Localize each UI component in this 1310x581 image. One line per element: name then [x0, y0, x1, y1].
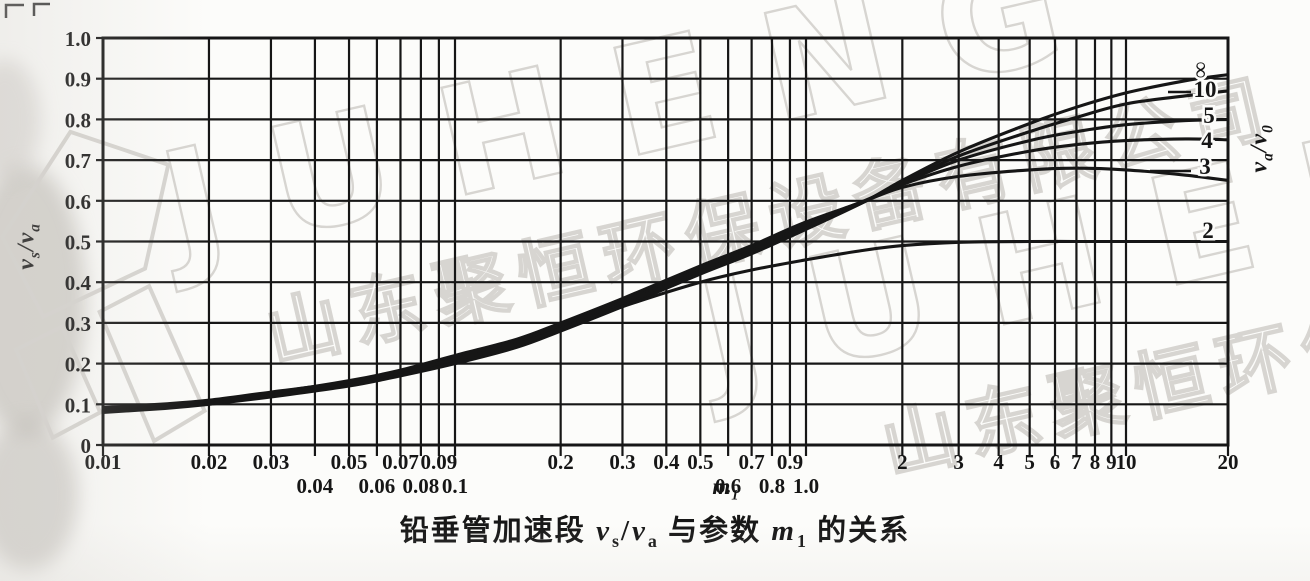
svg-text:1.0: 1.0	[793, 474, 819, 498]
svg-text:0.1: 0.1	[442, 474, 468, 498]
svg-text:3: 3	[953, 450, 964, 474]
svg-text:4: 4	[1201, 128, 1213, 153]
svg-text:0.4: 0.4	[653, 450, 680, 474]
svg-text:0.6: 0.6	[65, 190, 91, 214]
svg-text:1.0: 1.0	[65, 27, 91, 51]
svg-text:3: 3	[1199, 154, 1211, 179]
caption-text: 与参数	[658, 515, 771, 547]
svg-text:0.9: 0.9	[65, 68, 91, 92]
svg-text:10: 10	[1116, 450, 1137, 474]
y-left-sub2: a	[26, 223, 44, 232]
x-axis-title: m1	[696, 474, 756, 505]
svg-text:0.3: 0.3	[609, 450, 635, 474]
svg-text:0.04: 0.04	[297, 474, 334, 498]
svg-text:2: 2	[1202, 218, 1214, 243]
caption-v1: v	[596, 515, 611, 547]
caption-slash: /	[620, 515, 631, 547]
svg-text:5: 5	[1024, 450, 1035, 474]
y-right-sub2: 0	[1259, 124, 1277, 133]
svg-text:0.1: 0.1	[65, 393, 91, 417]
caption-m: m	[771, 515, 796, 547]
svg-text:0.05: 0.05	[331, 450, 368, 474]
x-title-base: m	[712, 474, 732, 499]
svg-text:20: 20	[1218, 450, 1239, 474]
y-right-slash: /	[1246, 144, 1273, 153]
svg-text:0.7: 0.7	[65, 149, 91, 173]
caption-text: 铅垂管加速段	[399, 515, 596, 547]
svg-text:0.8: 0.8	[759, 474, 785, 498]
svg-text:7: 7	[1071, 450, 1082, 474]
svg-text:0.03: 0.03	[253, 450, 290, 474]
y-left-slash: /	[13, 243, 40, 252]
svg-text:0.8: 0.8	[65, 108, 91, 132]
svg-text:0.2: 0.2	[548, 450, 574, 474]
caption-m-sub: 1	[796, 530, 808, 551]
svg-text:5: 5	[1203, 103, 1215, 128]
svg-text:0.01: 0.01	[85, 450, 122, 474]
y-axis-title-right: va/v0	[1247, 78, 1278, 218]
svg-text:0.07: 0.07	[382, 450, 419, 474]
svg-text:0.3: 0.3	[65, 312, 91, 336]
svg-text:0.7: 0.7	[739, 450, 765, 474]
x-title-sub: 1	[731, 487, 740, 504]
svg-text:0.4: 0.4	[65, 271, 92, 295]
svg-text:0.06: 0.06	[359, 474, 396, 498]
y-left-sub1: s	[26, 251, 44, 259]
svg-text:6: 6	[1050, 450, 1061, 474]
watermark-logo-mark	[0, 129, 208, 444]
y-right-sub1: a	[1259, 152, 1277, 161]
svg-text:8: 8	[1090, 450, 1101, 474]
caption-text: 的关系	[807, 515, 911, 547]
figure-caption: 铅垂管加速段 vs/va 与参数 m1 的关系	[0, 507, 1310, 552]
caption-v2-sub: a	[647, 530, 659, 551]
caption-v2: v	[632, 515, 647, 547]
svg-text:0.09: 0.09	[421, 450, 458, 474]
y-left-base1: v	[13, 258, 40, 270]
svg-text:2: 2	[897, 450, 908, 474]
svg-text:0: 0	[81, 434, 92, 458]
caption-v1-sub: s	[611, 530, 621, 551]
y-right-base2: v	[1246, 132, 1273, 145]
svg-text:0.02: 0.02	[191, 450, 228, 474]
y-axis-title-left: vs/va	[14, 176, 45, 316]
svg-text:0.2: 0.2	[65, 353, 91, 377]
svg-text:0.9: 0.9	[777, 450, 803, 474]
svg-text:0.08: 0.08	[403, 474, 440, 498]
svg-text:∞: ∞	[1189, 62, 1214, 78]
y-right-base1: v	[1246, 160, 1273, 173]
svg-text:0.5: 0.5	[687, 450, 713, 474]
y-left-base2: v	[13, 231, 40, 244]
svg-text:0.5: 0.5	[65, 231, 91, 255]
svg-text:9: 9	[1106, 450, 1117, 474]
scan-smudge	[0, 420, 78, 570]
svg-text:10: 10	[1194, 77, 1217, 102]
svg-text:4: 4	[993, 450, 1004, 474]
scan-corner-marks	[4, 2, 50, 18]
svg-text:0.6: 0.6	[715, 474, 741, 498]
